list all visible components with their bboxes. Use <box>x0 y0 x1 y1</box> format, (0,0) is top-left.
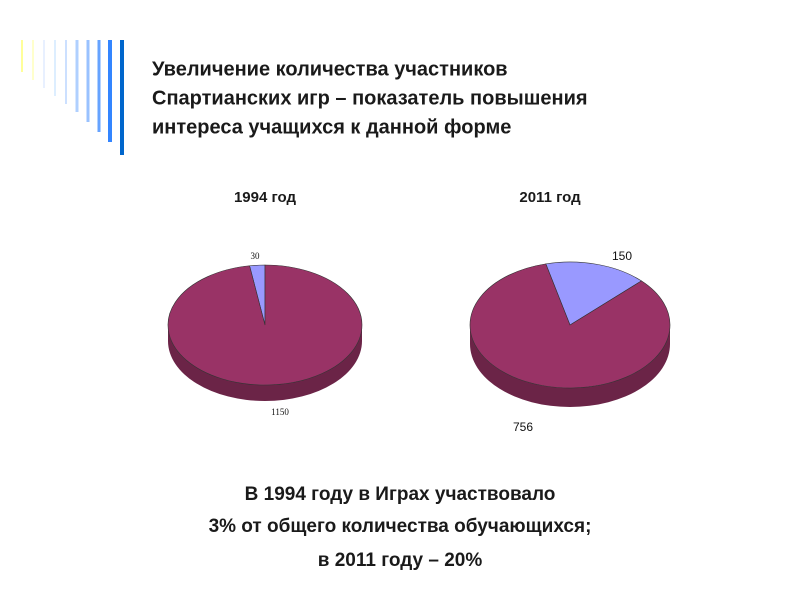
data-label: 756 <box>513 420 533 434</box>
pie-slice <box>545 261 643 326</box>
chart-title: 1994 год <box>234 189 297 206</box>
title-line: Спартианских игр – показатель повышения <box>152 87 588 109</box>
data-label: 150 <box>612 249 632 263</box>
pie-side <box>470 325 670 407</box>
caption-line: В 1994 году в Играх участвовало <box>245 484 556 505</box>
data-label: 1150 <box>271 407 289 417</box>
pie-slice <box>469 263 671 389</box>
pie-side <box>168 325 362 401</box>
title-line: Увеличение количества участников <box>152 58 508 80</box>
decor <box>21 40 124 155</box>
caption-line: в 2011 году – 20% <box>318 550 483 571</box>
data-label: 30 <box>251 251 261 261</box>
pie-slice <box>167 264 363 386</box>
chart-title: 2011 год <box>519 189 581 206</box>
caption-line: 3% от общего количества обучающихся; <box>209 516 592 537</box>
title-line: интереса учащихся к данной форме <box>152 116 511 138</box>
